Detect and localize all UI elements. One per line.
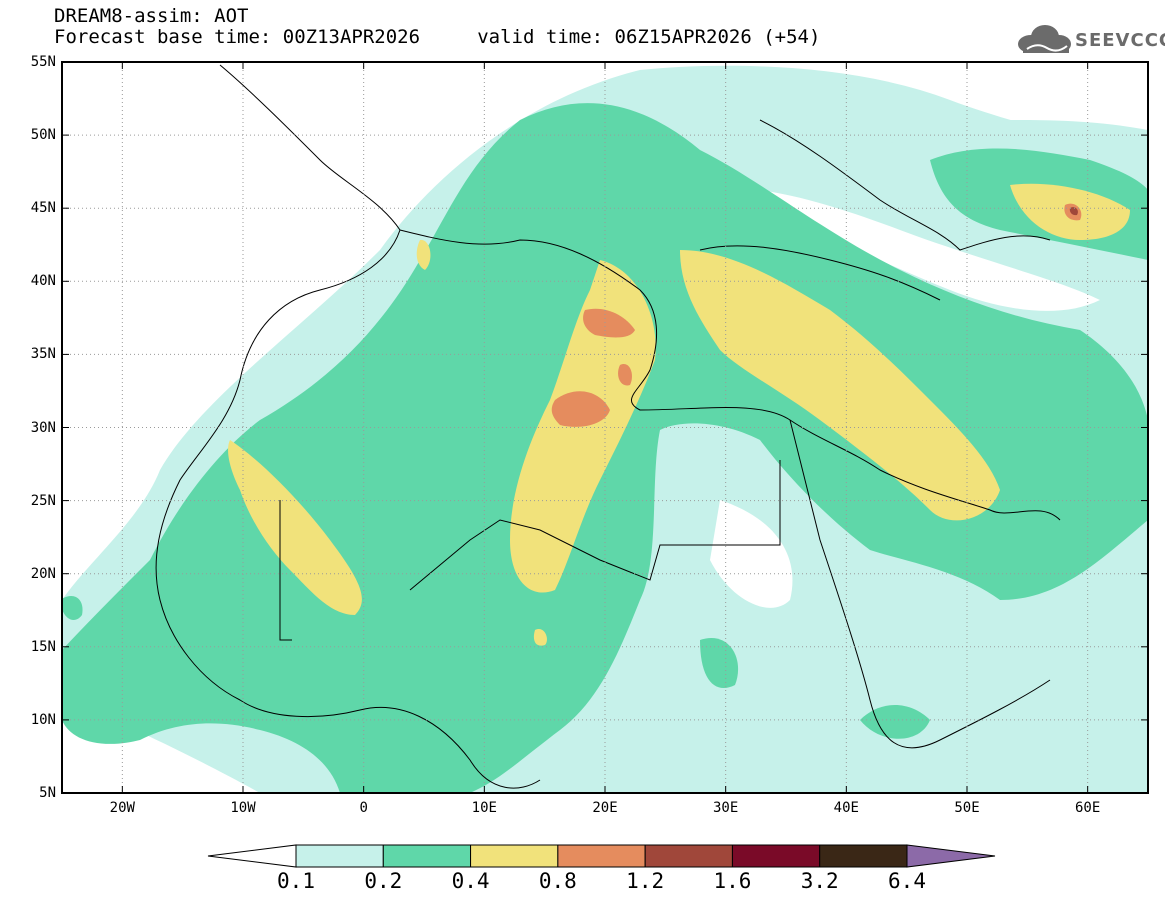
colorbar-label: 0.1 (277, 869, 315, 893)
cloud-icon (1018, 25, 1071, 53)
colorbar-label: 0.4 (451, 869, 490, 893)
lon-label: 10E (471, 800, 497, 816)
lon-label: 0 (359, 800, 368, 816)
aot-colorbar (207, 844, 996, 868)
lat-label: 55N (30, 54, 56, 70)
lon-label: 10W (230, 800, 256, 816)
lat-label: 40N (30, 273, 56, 290)
lon-label: 30E (713, 800, 739, 816)
lat-label: 50N (30, 127, 56, 144)
aot-field-brown (1069, 207, 1078, 216)
lat-label: 15N (30, 638, 56, 655)
lat-label: 5N (39, 785, 56, 801)
colorbar-bin (470, 844, 559, 868)
colorbar-bin (557, 844, 646, 868)
lat-label: 25N (30, 492, 56, 509)
lat-label: 45N (30, 200, 56, 217)
aot-field-orange (551, 203, 1082, 427)
lon-label: 20E (592, 800, 618, 816)
coastlines (155, 64, 1061, 789)
colorbar-bin (731, 844, 821, 868)
colorbar-bin (295, 844, 384, 868)
map-gridlines (62, 62, 1148, 793)
map-title: DREAM8-assim: AOT (54, 5, 249, 27)
colorbar-underflow (207, 844, 297, 868)
colorbar-label: 1.6 (713, 869, 752, 893)
colorbar-label: 6.4 (888, 869, 926, 893)
logo-text: SEEVCCC (1075, 30, 1165, 51)
lat-label: 10N (30, 711, 56, 728)
colorbar-overflow (906, 844, 996, 868)
colorbar-bin (819, 844, 908, 868)
lon-label: 50E (954, 800, 980, 816)
colorbar-bin (382, 844, 472, 868)
lon-label: 60E (1075, 800, 1101, 816)
colorbar-label: 0.2 (364, 869, 403, 893)
colorbar-label: 3.2 (800, 869, 839, 893)
lat-label: 35N (30, 346, 56, 363)
colorbar-bin (644, 844, 733, 868)
lon-label: 20W (109, 800, 135, 816)
lat-label: 20N (30, 565, 56, 582)
colorbar-label: 0.8 (538, 869, 577, 893)
seevccc-logo: SEEVCCC (1017, 22, 1165, 58)
axis-ticks (62, 61, 1148, 794)
lat-label: 30N (30, 419, 56, 436)
lon-label: 40E (833, 800, 859, 816)
colorbar-label: 1.2 (626, 869, 665, 893)
forecast-time-subtitle: Forecast base time: 00Z13APR2026 valid t… (54, 26, 821, 48)
